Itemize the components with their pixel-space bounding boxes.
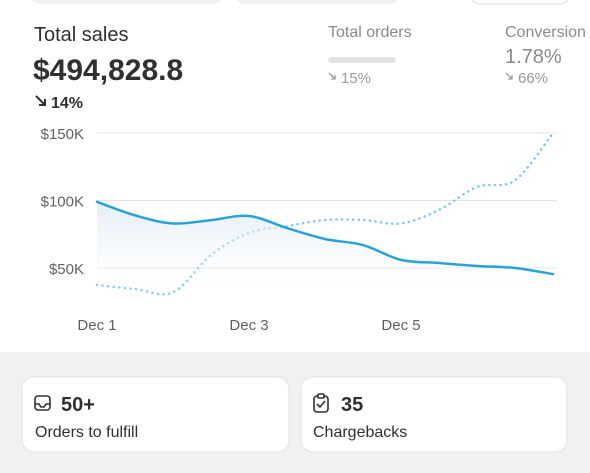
inbox-icon bbox=[34, 395, 51, 411]
comparison-line bbox=[95, 131, 555, 296]
card[interactable] bbox=[300, 376, 568, 453]
down-arrow bbox=[328, 72, 336, 80]
summary-title: Total sales bbox=[34, 24, 129, 46]
x-tick-label: Dec 3 bbox=[229, 317, 268, 334]
metric-change: 66% bbox=[518, 70, 548, 87]
down-arrow bbox=[505, 72, 513, 80]
summary-change: 14% bbox=[51, 95, 83, 112]
card-label: Chargebacks bbox=[313, 424, 407, 441]
card-label: Orders to fulfill bbox=[35, 424, 138, 441]
metric-title: Conversion bbox=[505, 24, 586, 41]
sales-line bbox=[95, 200, 555, 276]
summary-value: $494,828.8 bbox=[33, 54, 183, 87]
y-tick-label: $50K bbox=[49, 261, 84, 278]
chip[interactable] bbox=[30, 0, 223, 4]
chip[interactable] bbox=[235, 0, 400, 4]
chart: $50K $100K $150K Dec 1 Dec 3 Dec 5 bbox=[41, 126, 557, 334]
metric-value: 1.78% bbox=[505, 46, 562, 68]
card-value: 35 bbox=[341, 394, 363, 416]
x-tick-label: Dec 5 bbox=[381, 317, 420, 334]
metric-change: 15% bbox=[341, 70, 371, 87]
obscured-value bbox=[328, 57, 396, 63]
metric-title: Total orders bbox=[328, 24, 412, 41]
y-tick-label: $150K bbox=[41, 126, 84, 143]
card-value: 50+ bbox=[61, 394, 95, 416]
x-tick-label: Dec 1 bbox=[77, 317, 116, 334]
y-tick-label: $100K bbox=[41, 194, 84, 211]
down-arrow bbox=[35, 95, 46, 106]
clipboard-icon bbox=[313, 393, 329, 413]
chip[interactable] bbox=[470, 0, 570, 5]
area bbox=[97, 201, 553, 302]
card[interactable] bbox=[21, 376, 290, 453]
